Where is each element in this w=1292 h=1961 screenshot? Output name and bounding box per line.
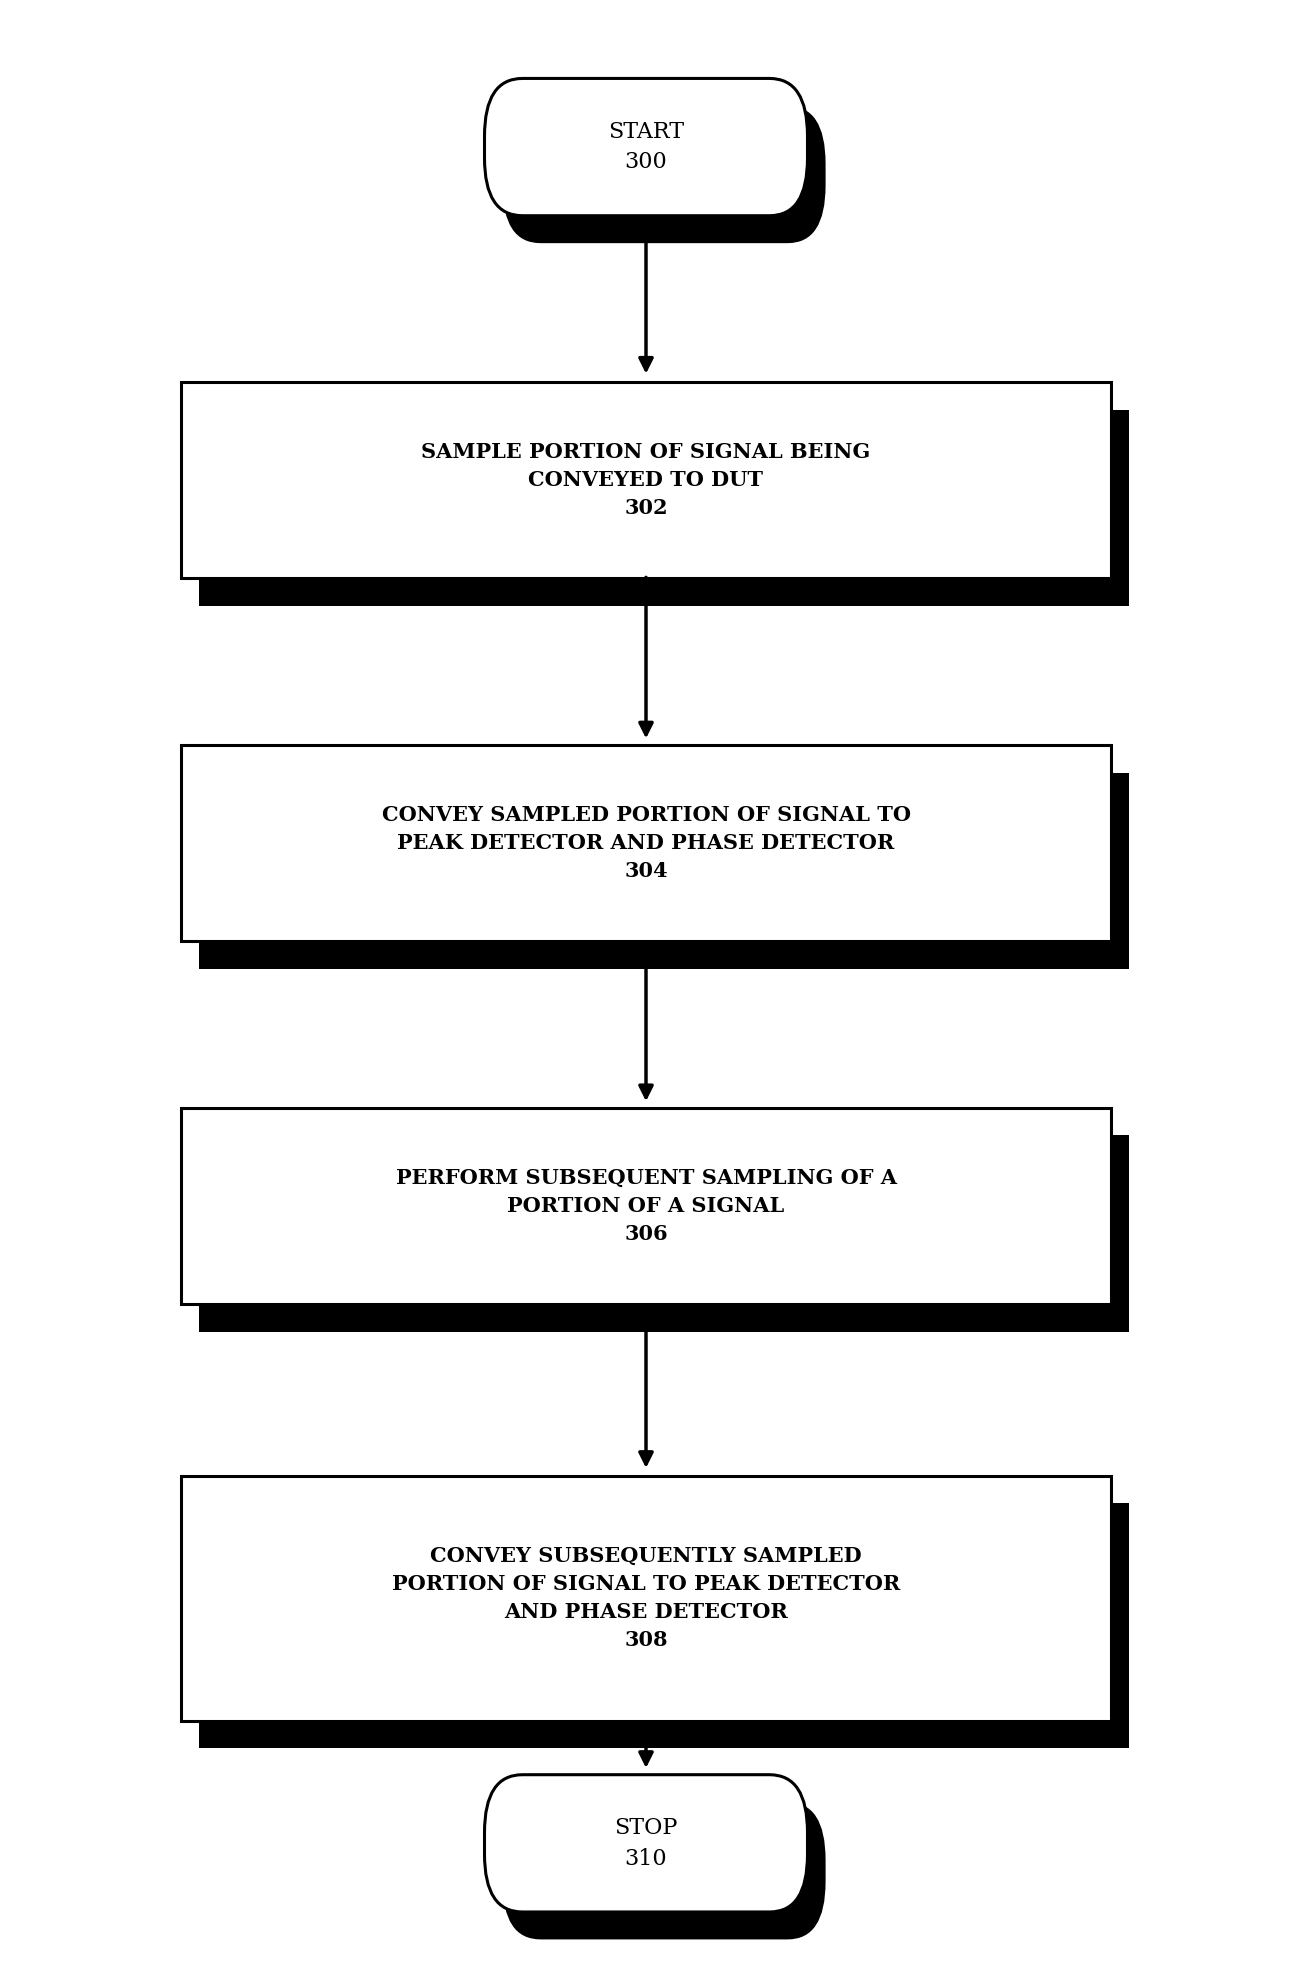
FancyBboxPatch shape: [484, 1775, 808, 1912]
Bar: [199, 773, 1129, 969]
Text: SAMPLE PORTION OF SIGNAL BEING
CONVEYED TO DUT
302: SAMPLE PORTION OF SIGNAL BEING CONVEYED …: [421, 443, 871, 518]
Bar: [199, 410, 1129, 606]
Bar: [199, 1135, 1129, 1332]
Bar: [181, 382, 1111, 578]
FancyBboxPatch shape: [503, 106, 826, 243]
FancyBboxPatch shape: [484, 78, 808, 216]
Text: PERFORM SUBSEQUENT SAMPLING OF A
PORTION OF A SIGNAL
306: PERFORM SUBSEQUENT SAMPLING OF A PORTION…: [395, 1169, 897, 1243]
Bar: [181, 1108, 1111, 1304]
Text: STOP
310: STOP 310: [614, 1818, 678, 1869]
Bar: [199, 1502, 1129, 1749]
Bar: [181, 745, 1111, 941]
Text: CONVEY SUBSEQUENTLY SAMPLED
PORTION OF SIGNAL TO PEAK DETECTOR
AND PHASE DETECTO: CONVEY SUBSEQUENTLY SAMPLED PORTION OF S…: [391, 1545, 901, 1651]
FancyBboxPatch shape: [503, 1802, 826, 1939]
Text: START
300: START 300: [609, 122, 683, 173]
Bar: [181, 1475, 1111, 1722]
Text: CONVEY SAMPLED PORTION OF SIGNAL TO
PEAK DETECTOR AND PHASE DETECTOR
304: CONVEY SAMPLED PORTION OF SIGNAL TO PEAK…: [381, 806, 911, 880]
